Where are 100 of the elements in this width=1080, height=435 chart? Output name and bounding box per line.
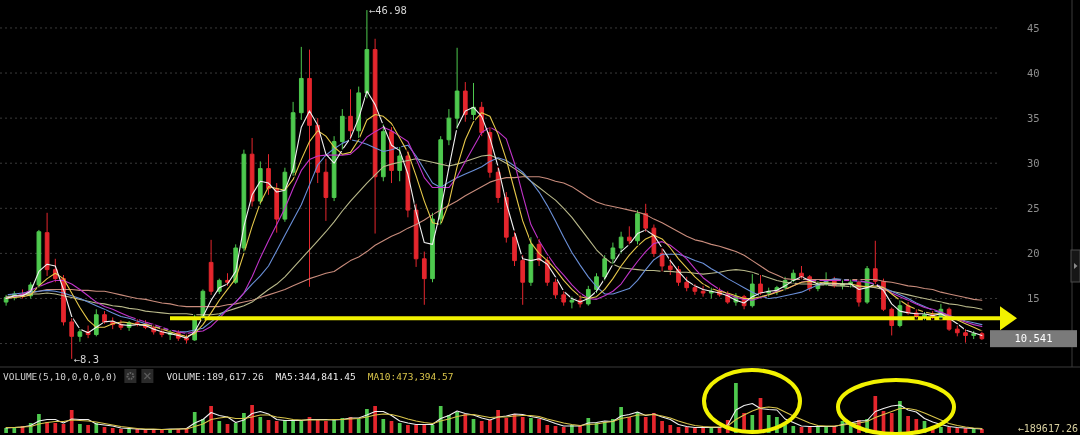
bar [652,413,656,433]
candlestick [339,108,345,151]
bar [783,425,787,433]
candlestick [635,209,640,245]
candlestick [872,240,878,285]
bar [340,418,345,433]
line-series [5,176,983,308]
candlestick [700,285,706,298]
candlestick [323,158,329,222]
bar [217,421,222,433]
bar [684,427,689,433]
candlestick [462,81,468,123]
candlestick [553,278,558,299]
bar [86,425,90,433]
candlestick [430,212,435,283]
bar [545,425,550,433]
candlestick [413,203,419,268]
bar [889,413,894,433]
bar [455,412,459,433]
text: MA5:344,841.45 [275,371,356,382]
bar [955,428,960,433]
candlestick [249,137,255,207]
candlestick [569,296,575,309]
bar [233,423,238,433]
bar [397,423,402,433]
candlestick [626,225,632,245]
candlestick [446,108,452,146]
candlestick [561,290,567,307]
bar [381,419,386,433]
candlestick [528,236,534,287]
candlestick [257,160,263,206]
candlestick [643,203,649,233]
bar [537,419,541,433]
candlestick [495,166,501,204]
candlestick [692,283,698,296]
bar [299,421,304,433]
candlestick [69,317,75,360]
candlestick [274,182,280,234]
candlestick [667,258,673,276]
candlestick [421,251,427,306]
bar [643,417,648,433]
text: 10.541 [1014,332,1053,345]
bar [127,429,131,433]
bar [709,428,714,433]
bar [947,427,951,433]
bar [660,421,664,433]
candlestick [520,254,526,306]
candlestick [954,325,960,337]
bar [791,426,796,433]
text: ←189617.26 [1017,423,1078,434]
candlestick [364,9,370,99]
bar [119,429,123,433]
bar [463,414,468,433]
candlestick [799,265,804,280]
bar [315,420,320,433]
bar [627,417,632,433]
candlestick [971,330,977,340]
bar [504,418,509,433]
bar [496,410,500,433]
candlestick [307,49,312,288]
y-tick-label: 30 [1027,156,1040,169]
bar [414,425,418,433]
bar [291,420,295,433]
bar [151,430,156,433]
bar [283,420,287,433]
candlestick [208,239,214,296]
candlestick [512,231,517,267]
bar [406,425,410,433]
candlestick [372,38,378,235]
text: VOLUME:189,617.26 [166,371,264,382]
y-tick-label: 35 [1027,111,1040,124]
candlestick [963,328,968,344]
y-tick-label: 45 [1027,21,1040,34]
bar [668,425,673,433]
annotation: ←8.3 [73,352,99,365]
bar [479,421,484,433]
candlestick [471,82,476,121]
candlestick [659,247,665,272]
y-tick-label: 40 [1027,66,1040,79]
candlestick [241,149,247,253]
candlestick [758,274,763,296]
bar [939,427,943,433]
bar [807,427,812,433]
bar [258,417,263,433]
bar [529,418,533,433]
bar [561,427,566,433]
y-tick-label: 25 [1027,201,1040,214]
bar [274,421,279,433]
y-tick-label: 15 [1027,292,1040,305]
candlestick [77,328,83,343]
bar [488,420,492,433]
candlestick [618,231,624,254]
candlestick [44,212,50,277]
candlestick [684,276,690,292]
candlestick [36,229,42,289]
chart-title: VOLUME(5,10,0,0,0,0) [3,371,118,382]
candlestick [397,146,403,182]
candlestick [290,101,296,177]
bar [520,417,525,433]
bar [110,428,115,433]
